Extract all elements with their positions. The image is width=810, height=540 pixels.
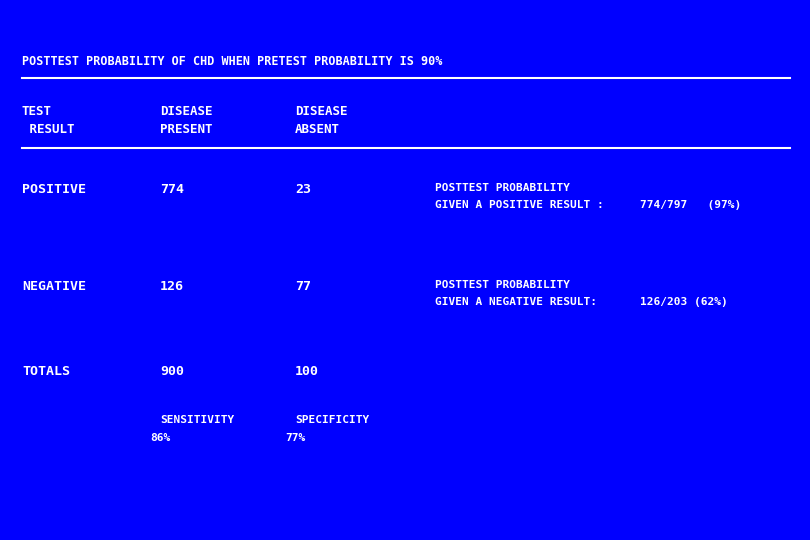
Text: RESULT: RESULT [22,123,75,136]
Text: 126/203 (62%): 126/203 (62%) [640,297,727,307]
Text: TOTALS: TOTALS [22,365,70,378]
Text: 900: 900 [160,365,184,378]
Text: POSITIVE: POSITIVE [22,183,86,196]
Text: SENSITIVITY: SENSITIVITY [160,415,234,425]
Text: GIVEN A POSITIVE RESULT :: GIVEN A POSITIVE RESULT : [435,200,603,210]
Text: SPECIFICITY: SPECIFICITY [295,415,369,425]
Text: TEST: TEST [22,105,52,118]
Text: 774/797   (97%): 774/797 (97%) [640,200,741,210]
Text: 77%: 77% [285,433,305,443]
Text: PRESENT: PRESENT [160,123,212,136]
Text: DISEASE: DISEASE [160,105,212,118]
Text: 86%: 86% [150,433,170,443]
Text: GIVEN A NEGATIVE RESULT:: GIVEN A NEGATIVE RESULT: [435,297,597,307]
Text: 774: 774 [160,183,184,196]
Text: 77: 77 [295,280,311,293]
Text: DISEASE: DISEASE [295,105,347,118]
Text: POSTTEST PROBABILITY OF CHD WHEN PRETEST PROBABILITY IS 90%: POSTTEST PROBABILITY OF CHD WHEN PRETEST… [22,55,442,68]
Text: ABSENT: ABSENT [295,123,340,136]
Text: 126: 126 [160,280,184,293]
Text: POSTTEST PROBABILITY: POSTTEST PROBABILITY [435,280,570,290]
Text: 100: 100 [295,365,319,378]
Text: NEGATIVE: NEGATIVE [22,280,86,293]
Text: 23: 23 [295,183,311,196]
Text: POSTTEST PROBABILITY: POSTTEST PROBABILITY [435,183,570,193]
